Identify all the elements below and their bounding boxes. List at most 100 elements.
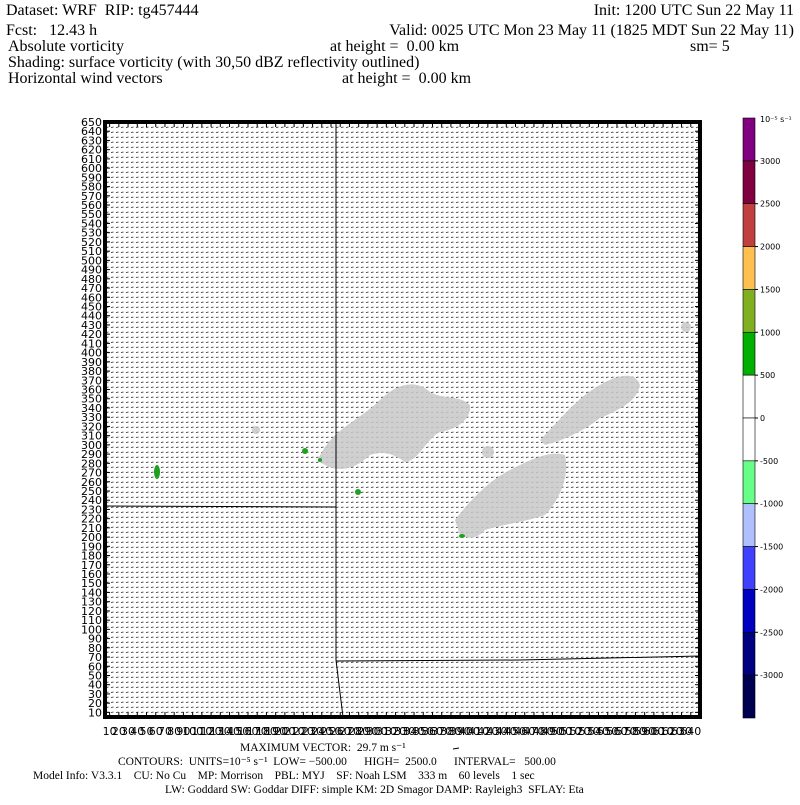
colorbar-box bbox=[742, 417, 756, 462]
colorbar-box bbox=[742, 546, 756, 590]
colorbar-label: -2000 bbox=[760, 585, 783, 594]
y-tick-label: 490 bbox=[81, 264, 102, 277]
field: Absolute vorticity bbox=[8, 38, 124, 55]
y-tick-label: 160 bbox=[81, 568, 102, 581]
x-tick-label: 450 bbox=[505, 725, 526, 738]
x-tick-label: 10 bbox=[103, 725, 117, 738]
x-tick-label: 440 bbox=[496, 725, 517, 738]
x-tick-label: 630 bbox=[671, 725, 692, 738]
y-tick-label: 450 bbox=[81, 300, 102, 313]
init: Init: 1200 UTC Sun 22 May 11 bbox=[594, 2, 794, 19]
shade bbox=[482, 446, 494, 458]
y-tick-label: 620 bbox=[81, 144, 102, 157]
colorbar-box bbox=[742, 460, 756, 505]
y-tick-label: 350 bbox=[81, 393, 102, 406]
x-tick-label: 570 bbox=[616, 725, 637, 738]
model-info: Model Info: V3.3.1 CU: No Cu MP: Morriso… bbox=[33, 770, 535, 782]
x-tick-label: 540 bbox=[588, 725, 609, 738]
shade bbox=[681, 322, 691, 332]
y-tick-label: 200 bbox=[81, 531, 102, 544]
y-tick-label: 440 bbox=[81, 310, 102, 323]
y-tick-label: 520 bbox=[81, 236, 102, 249]
colorbar-label: 0 bbox=[760, 414, 765, 423]
x-tick-label: 350 bbox=[413, 725, 434, 738]
cell bbox=[302, 448, 308, 454]
x-tick-label: 550 bbox=[597, 725, 618, 738]
x-tick-label: 560 bbox=[606, 725, 627, 738]
y-tick-label: 150 bbox=[81, 577, 102, 590]
vectors-height: at height = 0.00 km bbox=[342, 70, 472, 87]
x-tick-label: 400 bbox=[459, 725, 480, 738]
vorticity-shading bbox=[252, 322, 691, 538]
x-tick-label: 20 bbox=[112, 725, 126, 738]
physics: LW: Goddard SW: Goddar DIFF: simple KM: … bbox=[165, 784, 584, 796]
y-tick-label: 460 bbox=[81, 291, 102, 304]
y-tick-label: 380 bbox=[81, 365, 102, 378]
y-tick-label: 360 bbox=[81, 384, 102, 397]
colorbar-box bbox=[742, 117, 756, 162]
colorbar-box bbox=[742, 331, 756, 376]
colorbar-label: -500 bbox=[760, 457, 778, 466]
x-tick-label: 590 bbox=[634, 725, 655, 738]
map-field bbox=[103, 120, 702, 719]
y-tick-label: 480 bbox=[81, 273, 102, 286]
y-tick-label: 30 bbox=[88, 688, 102, 701]
y-tick-label: 220 bbox=[81, 513, 102, 526]
y-tick-label: 270 bbox=[81, 467, 102, 480]
y-tick-label: 370 bbox=[81, 374, 102, 387]
state-line bbox=[335, 122, 344, 718]
x-tick-label: 510 bbox=[560, 725, 581, 738]
y-tick-label: 290 bbox=[81, 448, 102, 461]
x-tick-label: 150 bbox=[228, 725, 249, 738]
shade bbox=[318, 384, 471, 470]
y-tick-label: 140 bbox=[81, 586, 102, 599]
x-tick-label: 50 bbox=[140, 725, 154, 738]
x-tick-label: 170 bbox=[247, 725, 268, 738]
y-tick-label: 340 bbox=[81, 402, 102, 415]
x-tick-label: 270 bbox=[339, 725, 360, 738]
x-tick-label: 370 bbox=[431, 725, 452, 738]
y-tick-label: 510 bbox=[81, 245, 102, 258]
y-tick-label: 320 bbox=[81, 420, 102, 433]
colorbar-label: 1500 bbox=[760, 285, 780, 294]
x-tick-label: 100 bbox=[182, 725, 203, 738]
y-tick-label: 100 bbox=[81, 623, 102, 636]
y-tick-label: 250 bbox=[81, 485, 102, 498]
max-vector: MAXIMUM VECTOR: 29.7 m s⁻¹ bbox=[240, 742, 406, 754]
x-tick-label: 90 bbox=[176, 725, 190, 738]
colorbar-label: 1000 bbox=[760, 328, 780, 337]
x-tick-label: 610 bbox=[653, 725, 674, 738]
y-tick-label: 500 bbox=[81, 254, 102, 267]
y-tick-label: 560 bbox=[81, 199, 102, 212]
x-tick-label: 160 bbox=[237, 725, 258, 738]
cell bbox=[459, 534, 465, 538]
x-tick-label: 240 bbox=[311, 725, 332, 738]
colorbar-box bbox=[742, 589, 756, 633]
fcst: Fcst: 12.43 h bbox=[6, 22, 97, 39]
x-tick-label: 230 bbox=[302, 725, 323, 738]
colorbar-label: -3000 bbox=[760, 671, 783, 680]
x-tick-label: 390 bbox=[450, 725, 471, 738]
x-tick-label: 580 bbox=[625, 725, 646, 738]
y-tick-label: 130 bbox=[81, 596, 102, 609]
colorbar-label: 3000 bbox=[760, 157, 780, 166]
cell bbox=[154, 465, 160, 479]
colorbar-label: -2500 bbox=[760, 628, 783, 637]
x-tick-label: 70 bbox=[158, 725, 172, 738]
y-tick-label: 110 bbox=[81, 614, 102, 627]
x-tick-label: 500 bbox=[551, 725, 572, 738]
colorbar-box bbox=[742, 203, 756, 247]
smoothing: sm= 5 bbox=[690, 38, 730, 55]
x-tick-label: 340 bbox=[404, 725, 425, 738]
x-tick-label: 300 bbox=[367, 725, 388, 738]
y-tick-label: 650 bbox=[81, 116, 102, 129]
y-tick-label: 390 bbox=[81, 356, 102, 369]
x-tick-label: 250 bbox=[321, 725, 342, 738]
y-tick-label: 550 bbox=[81, 208, 102, 221]
y-tick-label: 70 bbox=[88, 651, 102, 664]
x-tick-label: 60 bbox=[149, 725, 163, 738]
y-tick-label: 470 bbox=[81, 282, 102, 295]
state-line bbox=[335, 655, 701, 662]
frame bbox=[103, 120, 702, 719]
x-tick-label: 30 bbox=[121, 725, 135, 738]
